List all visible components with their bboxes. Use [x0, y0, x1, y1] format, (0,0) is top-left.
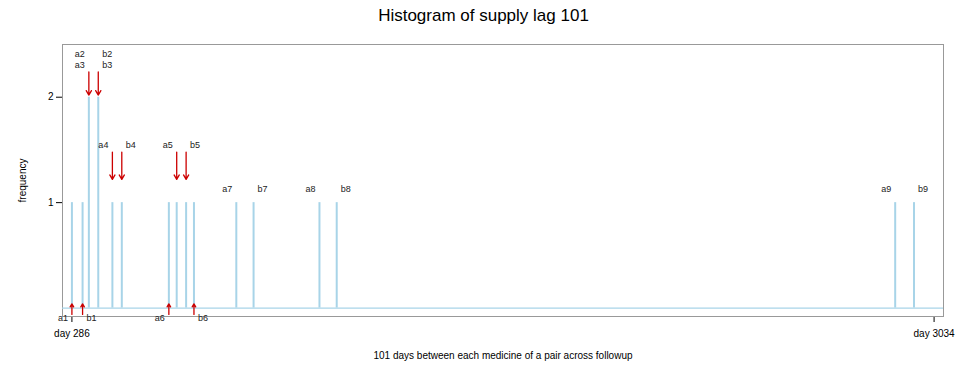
svg-text:a2: a2 — [75, 49, 85, 59]
svg-text:b7: b7 — [258, 184, 268, 194]
svg-text:a8: a8 — [305, 184, 315, 194]
svg-text:a7: a7 — [222, 184, 232, 194]
svg-text:frequency: frequency — [17, 159, 28, 203]
svg-text:101 days between each medicine: 101 days between each medicine of a pair… — [373, 350, 632, 361]
svg-text:b4: b4 — [126, 140, 136, 150]
svg-text:b5: b5 — [190, 140, 200, 150]
svg-text:2: 2 — [48, 91, 54, 102]
svg-text:b6: b6 — [198, 313, 208, 323]
svg-text:day 286: day 286 — [54, 328, 90, 339]
svg-text:a4: a4 — [98, 140, 108, 150]
svg-text:1: 1 — [48, 197, 54, 208]
html-text:Histogram of supply lag 101: Histogram of supply lag 101 — [378, 6, 589, 25]
svg-text:b3: b3 — [102, 60, 112, 70]
svg-text:a9: a9 — [881, 184, 891, 194]
svg-text:b1: b1 — [87, 313, 97, 323]
svg-text:b9: b9 — [918, 184, 928, 194]
svg-text:b2: b2 — [102, 49, 112, 59]
svg-text:a3: a3 — [75, 60, 85, 70]
svg-text:day 3034: day 3034 — [914, 328, 956, 339]
svg-text:a1: a1 — [58, 313, 68, 323]
svg-text:a6: a6 — [155, 313, 165, 323]
svg-text:b8: b8 — [341, 184, 351, 194]
svg-text:a5: a5 — [163, 140, 173, 150]
